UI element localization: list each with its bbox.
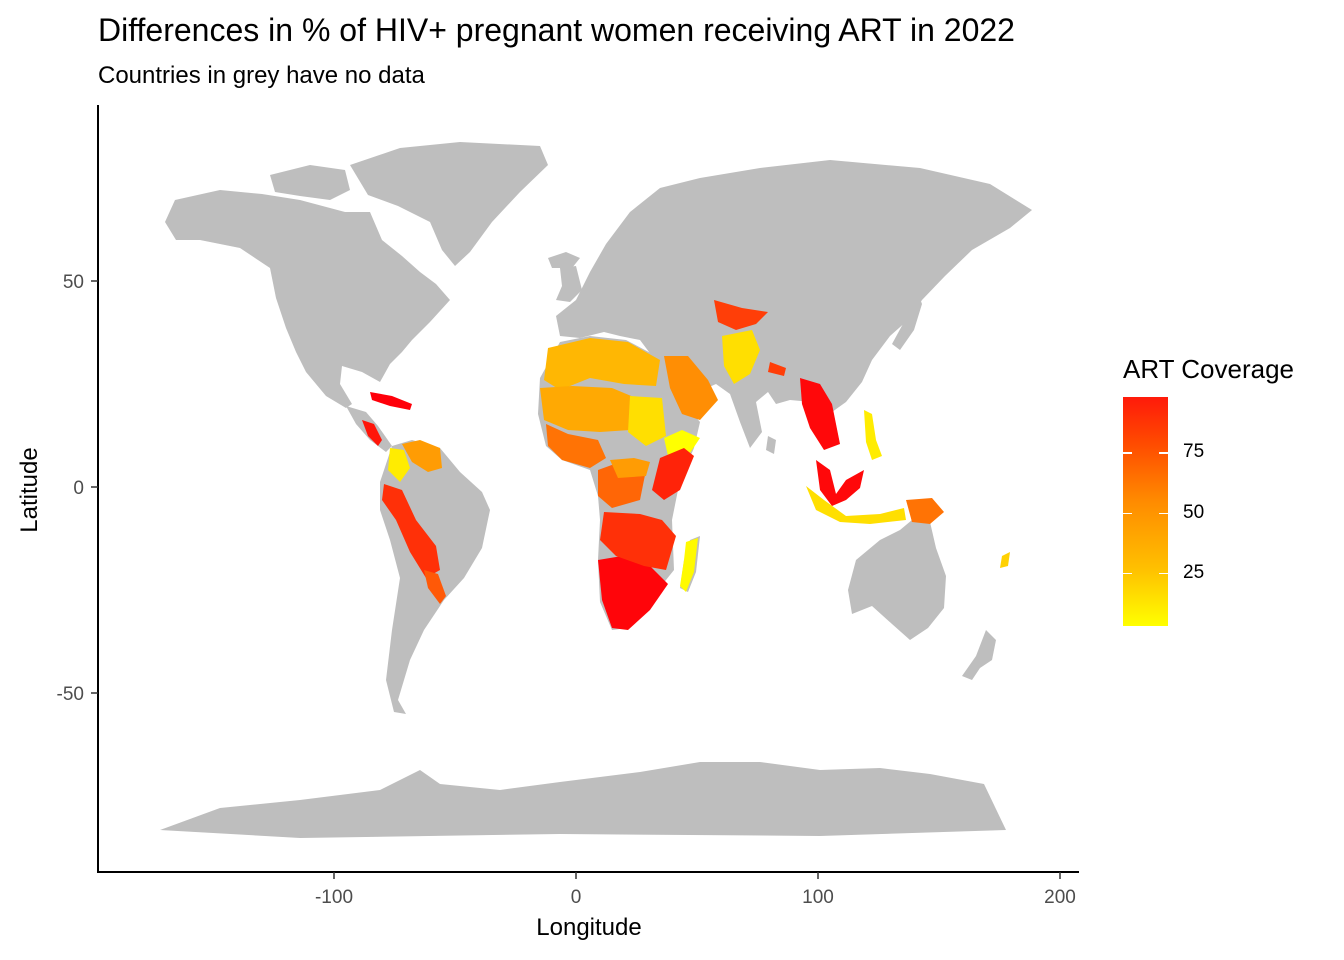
greenland-shape	[350, 142, 548, 266]
chart-title: Differences in % of HIV+ pregnant women …	[98, 12, 1015, 48]
region-dr-congo-area	[610, 458, 650, 478]
region-philippines	[864, 410, 882, 460]
north-america-shape	[165, 190, 450, 408]
region-sudan	[628, 396, 666, 446]
region-southern-africa	[598, 556, 668, 630]
japan-shape	[892, 282, 922, 350]
coverage-regions	[362, 300, 1010, 630]
x-tick-label: 100	[802, 887, 834, 908]
region-madagascar	[680, 538, 698, 592]
region-angola-zambia-mozambique	[600, 512, 676, 570]
region-arabian-peninsula	[664, 356, 718, 420]
region-ethiopia	[664, 430, 700, 456]
y-ticks: -50 0 50	[57, 272, 98, 705]
legend-title: ART Coverage	[1123, 354, 1295, 384]
legend-tick-mark	[1123, 572, 1132, 575]
x-tick-label: 200	[1044, 887, 1076, 908]
x-tick-label: 0	[571, 887, 582, 908]
legend-colorbar	[1123, 397, 1168, 626]
antarctica-shape	[160, 762, 1006, 838]
region-venezuela-guyana	[402, 440, 442, 472]
iceland-shape	[548, 252, 580, 268]
region-nepal	[768, 362, 786, 376]
region-peru-bolivia	[382, 484, 440, 578]
legend-tick-label: 75	[1183, 441, 1205, 463]
britain-shape	[556, 266, 582, 302]
region-central-america	[362, 420, 382, 446]
legend-tick-label: 50	[1183, 501, 1205, 523]
australia-shape	[848, 520, 946, 640]
y-tick-label: 0	[73, 478, 84, 499]
legend-tick-mark	[1159, 572, 1168, 575]
x-axis-label: Longitude	[536, 914, 642, 941]
legend-tick-mark	[1159, 452, 1168, 454]
y-tick-label: -50	[57, 684, 84, 705]
plot-axes	[97, 105, 1079, 873]
legend-tick-label: 25	[1183, 561, 1205, 583]
region-paraguay-n-argentina	[424, 570, 446, 604]
region-papua-new-guinea	[906, 498, 944, 524]
region-west-africa-coast	[546, 424, 606, 468]
region-central-asia	[714, 300, 768, 330]
region-sahel	[540, 386, 636, 432]
legend-tick-mark	[1159, 512, 1168, 515]
arctic-islands-shape	[270, 165, 350, 200]
chart-subtitle: Countries in grey have no data	[98, 62, 425, 89]
x-ticks: -100 0 100 200	[315, 872, 1076, 908]
region-myanmar-thailand	[800, 378, 840, 450]
sri-lanka-shape	[766, 436, 776, 454]
x-tick-label: -100	[315, 887, 353, 908]
map-landmasses	[160, 142, 1032, 838]
legend-tick-mark	[1123, 452, 1132, 454]
region-north-africa	[544, 338, 660, 390]
legend-tick-mark	[1123, 512, 1132, 515]
region-horn-kenya-uganda	[652, 448, 694, 500]
region-colombia	[388, 448, 410, 482]
y-tick-label: 50	[63, 272, 84, 293]
new-zealand-shape	[962, 630, 996, 680]
region-afghanistan-pakistan	[722, 330, 760, 384]
region-indonesia	[806, 486, 906, 524]
region-pacific-islands	[1000, 552, 1010, 568]
region-caribbean	[370, 392, 412, 410]
region-malaysia-borneo	[816, 460, 864, 506]
